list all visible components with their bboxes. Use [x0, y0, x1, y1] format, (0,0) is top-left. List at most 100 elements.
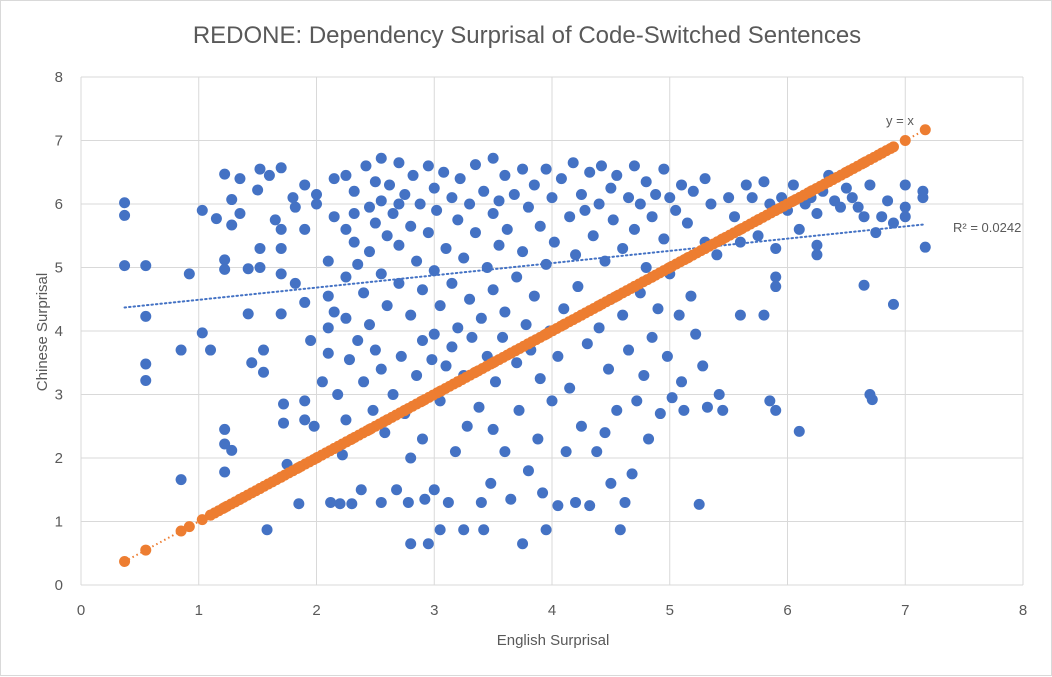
observed-point: [487, 284, 499, 296]
observed-point: [558, 303, 570, 315]
observed-point: [522, 201, 534, 213]
identity-point: [140, 544, 152, 556]
identity-point: [681, 252, 693, 264]
observed-point: [846, 192, 858, 204]
identity-series: [119, 124, 931, 568]
observed-point: [254, 242, 266, 254]
identity-point: [363, 423, 375, 435]
observed-point: [299, 296, 311, 308]
observed-point: [381, 230, 393, 242]
observed-point: [405, 538, 417, 550]
observed-point: [840, 182, 852, 194]
observed-point: [308, 420, 320, 432]
observed-point: [405, 220, 417, 232]
observed-point: [546, 395, 558, 407]
observed-point: [770, 271, 782, 283]
observed-point: [734, 236, 746, 248]
observed-point: [428, 328, 440, 340]
observed-point: [475, 496, 487, 508]
identity-point: [311, 452, 322, 464]
observed-point: [405, 309, 417, 321]
observed-point: [864, 179, 876, 191]
r-squared-label: R² = 0.0242: [953, 220, 1021, 235]
x-tick-label: 1: [195, 602, 203, 619]
observed-point: [332, 389, 344, 400]
observed-point: [399, 188, 411, 200]
observed-point: [882, 195, 894, 207]
observed-point: [411, 255, 423, 267]
observed-point: [325, 496, 337, 508]
identity-point: [469, 366, 481, 378]
x-tick-label: 7: [901, 602, 909, 619]
observed-point: [175, 344, 187, 356]
observed-point: [305, 335, 317, 347]
observed-point: [564, 382, 576, 394]
trendline-group: [123, 223, 927, 309]
observed-point: [287, 192, 299, 204]
observed-point: [348, 185, 360, 197]
observed-point: [434, 524, 446, 536]
observed-point: [587, 230, 599, 242]
identity-point: [487, 357, 499, 369]
observed-point: [254, 163, 266, 175]
identity-point: [858, 157, 870, 169]
observed-point: [793, 425, 805, 437]
observed-point: [493, 239, 505, 251]
observed-point: [522, 465, 534, 477]
observed-point: [454, 173, 466, 185]
identity-point: [205, 509, 217, 521]
observed-point: [517, 246, 529, 258]
observed-point: [419, 493, 431, 505]
observed-point: [534, 220, 546, 232]
observed-point: [764, 395, 776, 407]
observed-point: [654, 408, 666, 420]
observed-point: [387, 208, 399, 220]
observed-point: [140, 310, 152, 322]
observed-point: [258, 366, 270, 378]
observed-point: [595, 160, 607, 172]
observed-point: [511, 271, 523, 283]
observed-point: [289, 277, 301, 289]
observed-point: [770, 281, 782, 293]
observed-point: [461, 420, 473, 432]
observed-point: [464, 293, 476, 305]
observed-point: [299, 223, 311, 235]
identity-point: [717, 233, 729, 245]
observed-point: [393, 239, 405, 251]
observed-point: [275, 162, 287, 174]
identity-point: [752, 214, 764, 226]
observed-point: [584, 166, 596, 178]
observed-point: [367, 404, 379, 416]
observed-point: [140, 260, 152, 272]
observed-point: [375, 363, 387, 375]
observed-point: [887, 217, 899, 229]
observed-point: [340, 271, 352, 283]
identity-point: [770, 204, 782, 216]
observed-point: [505, 493, 517, 505]
observed-point: [328, 173, 340, 185]
observed-point: [219, 438, 231, 450]
observed-point: [254, 262, 266, 273]
identity-point: [540, 328, 552, 340]
observed-point: [605, 182, 617, 194]
observed-point: [634, 198, 646, 210]
observed-point: [607, 214, 619, 226]
observed-point: [852, 201, 864, 213]
observed-point: [340, 169, 352, 181]
identity-point: [254, 482, 266, 494]
observed-point: [626, 468, 638, 480]
observed-point: [219, 254, 231, 266]
observed-point: [740, 179, 752, 191]
y-tick-label: 0: [55, 577, 63, 594]
observed-point: [261, 524, 273, 536]
observed-point: [478, 524, 490, 536]
observed-point: [363, 319, 375, 331]
observed-point: [678, 404, 690, 416]
observed-point: [752, 230, 764, 242]
observed-point: [219, 423, 231, 435]
observed-point: [352, 258, 364, 270]
observed-point: [811, 208, 823, 220]
observed-point: [196, 327, 208, 339]
observed-point: [658, 233, 670, 245]
observed-point: [422, 160, 434, 172]
